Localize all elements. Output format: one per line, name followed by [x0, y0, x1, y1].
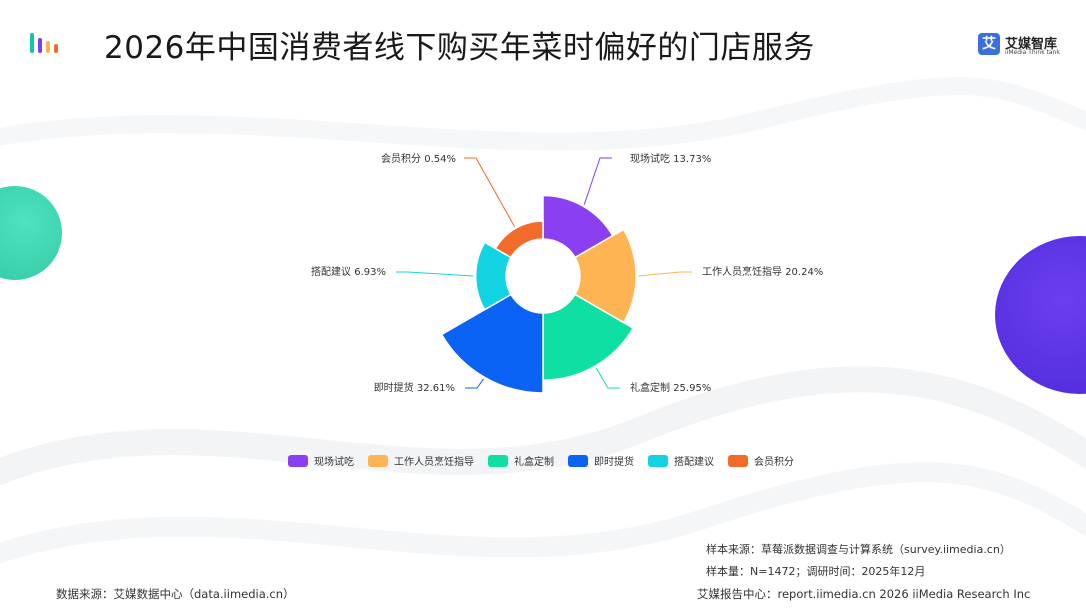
rose-sector-5[interactable]: [474, 241, 512, 311]
legend-label-1: 现场试吃: [314, 457, 354, 468]
leader-line-2: [638, 271, 692, 277]
legend-item-5[interactable]: 搭配建议: [648, 453, 714, 468]
legend-item-1[interactable]: 现场试吃: [288, 453, 354, 468]
footer-report-center[interactable]: 艾媒报告中心：report.iimedia.cn 2026 iiMedia Re…: [697, 587, 1031, 601]
legend-label-5: 搭配建议: [674, 457, 714, 468]
sample-source: 样本来源：草莓派数据调查与计算系统（survey.iimedia.cn）: [706, 543, 1011, 556]
leader-line-6: [464, 157, 515, 227]
leader-line-4: [465, 378, 484, 389]
leader-line-5: [396, 271, 474, 277]
brand-mark-icon: 艾: [978, 33, 1000, 55]
data-label-2: 工作人员烹饪指导 20.24%: [702, 265, 823, 278]
page-title: 2026年中国消费者线下购买年菜时偏好的门店服务: [104, 30, 815, 66]
legend-label-3: 礼盒定制: [514, 457, 554, 468]
leader-line-1: [583, 157, 612, 205]
chart-leader-lines: [396, 157, 692, 389]
legend-swatch-3: [488, 454, 508, 467]
legend-item-6[interactable]: 会员积分: [728, 453, 794, 468]
brand-subtitle: iiMedia Think tank: [1005, 49, 1060, 56]
legend-label-4: 即时提货: [594, 457, 634, 468]
sample-size: 样本量：N=1472；调研时间：2025年12月: [706, 565, 926, 578]
legend-swatch-6: [728, 454, 748, 467]
rose-sector-6[interactable]: [494, 220, 544, 259]
legend-swatch-5: [648, 454, 668, 467]
legend-label-6: 会员积分: [754, 457, 794, 468]
chart-data-labels: 现场试吃 13.73% 工作人员烹饪指导 20.24% 礼盒定制 25.95% 即时提…: [311, 152, 823, 394]
brand-logo[interactable]: 艾 艾媒智库 iiMedia Think tank: [978, 33, 1068, 61]
footer-data-source[interactable]: 数据来源：艾媒数据中心（data.iimedia.cn）: [56, 587, 295, 601]
legend-swatch-4: [568, 454, 588, 467]
data-label-4: 即时提货 32.61%: [374, 381, 455, 394]
chart-sectors: [440, 194, 637, 394]
brand-name: 艾媒智库: [1005, 37, 1058, 52]
rose-sector-2[interactable]: [574, 228, 637, 324]
rose-sector-4[interactable]: [440, 293, 544, 394]
legend-item-2[interactable]: 工作人员烹饪指导: [368, 453, 474, 468]
leader-line-3: [595, 367, 620, 389]
legend-item-4[interactable]: 即时提货: [568, 453, 634, 468]
data-label-1: 现场试吃 13.73%: [630, 152, 711, 165]
data-label-6: 会员积分 0.54%: [381, 152, 456, 165]
legend-swatch-1: [288, 454, 308, 467]
data-label-3: 礼盒定制 25.95%: [630, 381, 711, 394]
rose-sector-3[interactable]: [542, 293, 635, 381]
chart-legend: 现场试吃 工作人员烹饪指导 礼盒定制 即时提货 搭配建议 会员积分: [288, 450, 808, 468]
data-label-5: 搭配建议 6.93%: [311, 265, 386, 278]
legend-swatch-2: [368, 454, 388, 467]
rose-sector-1[interactable]: [542, 194, 614, 259]
report-logo-icon: [30, 33, 58, 53]
legend-label-2: 工作人员烹饪指导: [394, 457, 474, 468]
legend-item-3[interactable]: 礼盒定制: [488, 453, 554, 468]
